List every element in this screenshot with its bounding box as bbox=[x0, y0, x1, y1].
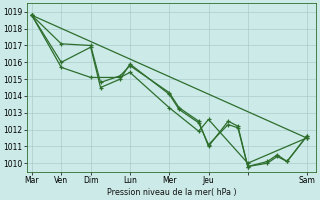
X-axis label: Pression niveau de la mer( hPa ): Pression niveau de la mer( hPa ) bbox=[107, 188, 236, 197]
